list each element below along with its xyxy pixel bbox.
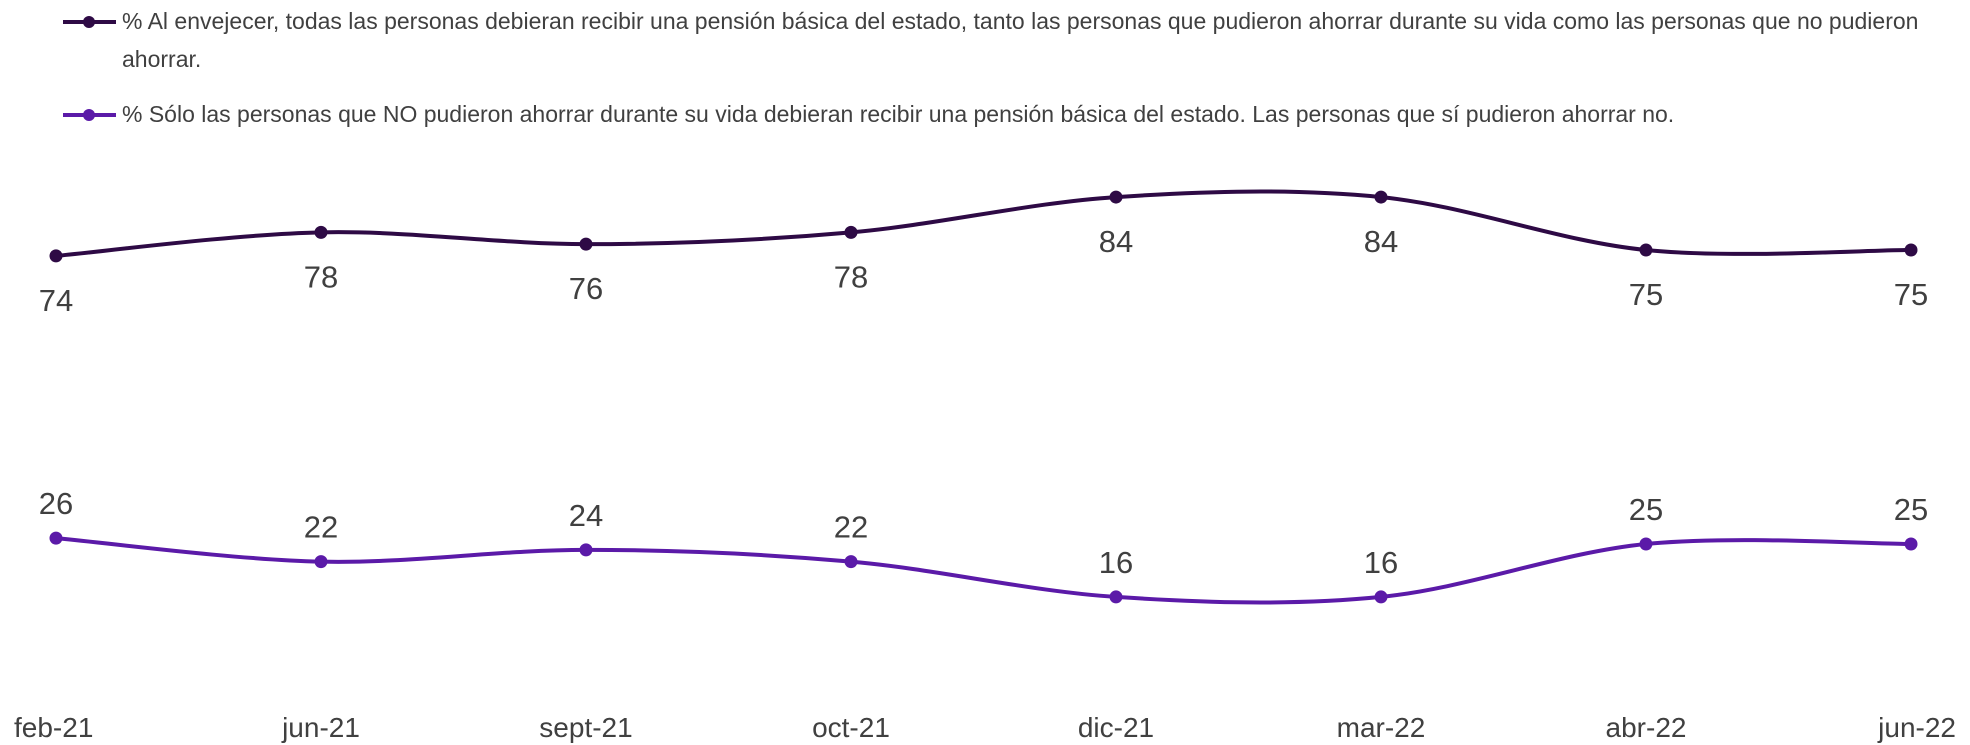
series-line — [55, 189, 1912, 258]
data-label: 84 — [1099, 224, 1133, 259]
x-tick-label: abr-22 — [1606, 712, 1687, 743]
legend-item: % Al envejecer, todas las personas debie… — [0, 2, 1930, 82]
data-point — [1109, 590, 1123, 604]
data-label: 75 — [1629, 277, 1663, 312]
data-point — [844, 555, 858, 569]
data-point — [314, 225, 328, 239]
x-tick-label: dic-21 — [1078, 712, 1154, 743]
data-label: 22 — [834, 510, 868, 545]
data-point — [844, 225, 858, 239]
data-label: 78 — [304, 259, 338, 294]
data-point — [579, 237, 593, 251]
data-point — [314, 555, 328, 569]
data-point — [49, 531, 63, 545]
x-tick-label: jun-22 — [1877, 712, 1956, 743]
legend-dot — [83, 109, 95, 121]
legend-dot — [83, 16, 95, 28]
data-label: 22 — [304, 510, 338, 545]
legend-label: % Sólo las personas que NO pudieron ahor… — [122, 101, 1675, 127]
x-tick-label: jun-21 — [281, 712, 360, 743]
data-label: 74 — [39, 283, 73, 318]
data-label: 78 — [834, 259, 868, 294]
data-point — [1904, 537, 1918, 551]
legend-item: % Sólo las personas que NO pudieron ahor… — [0, 95, 1930, 175]
data-label: 75 — [1894, 277, 1928, 312]
data-label: 26 — [39, 486, 73, 521]
series-line — [55, 536, 1912, 605]
data-point — [1639, 537, 1653, 551]
data-point — [1374, 590, 1388, 604]
data-point — [1374, 190, 1388, 204]
data-label: 24 — [569, 498, 603, 533]
x-tick-label: feb-21 — [14, 712, 93, 743]
data-point — [579, 543, 593, 557]
x-tick-label: oct-21 — [812, 712, 890, 743]
data-label: 76 — [569, 271, 603, 306]
data-label: 84 — [1364, 224, 1398, 259]
data-label: 25 — [1629, 492, 1663, 527]
data-point — [1904, 243, 1918, 257]
x-tick-label: mar-22 — [1337, 712, 1426, 743]
legend-marker — [63, 109, 116, 121]
data-label: 25 — [1894, 492, 1928, 527]
data-label: 16 — [1099, 545, 1133, 580]
data-label: 16 — [1364, 545, 1398, 580]
data-point — [1109, 190, 1123, 204]
data-point — [1639, 243, 1653, 257]
legend-marker — [63, 16, 116, 28]
legend-label: % Al envejecer, todas las personas debie… — [122, 8, 1919, 72]
x-tick-label: sept-21 — [539, 712, 632, 743]
data-point — [49, 249, 63, 263]
